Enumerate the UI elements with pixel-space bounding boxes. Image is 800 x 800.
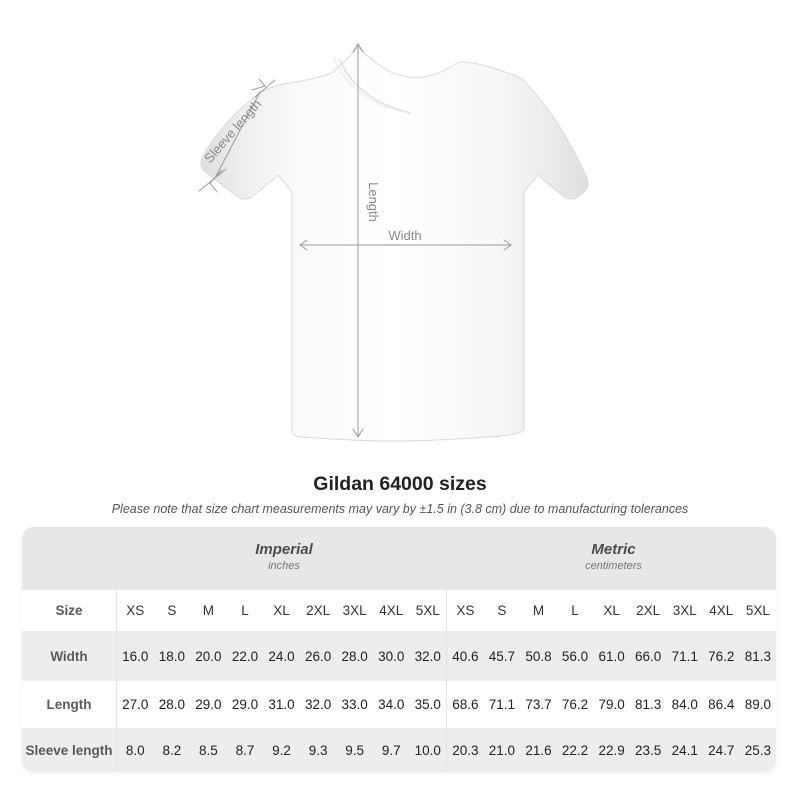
svg-text:Length: Length: [366, 182, 381, 222]
svg-text:Width: Width: [388, 228, 421, 243]
